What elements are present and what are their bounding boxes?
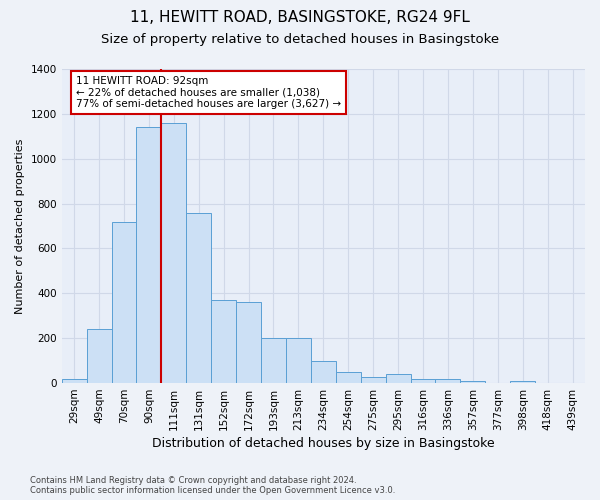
Text: Contains HM Land Registry data © Crown copyright and database right 2024.
Contai: Contains HM Land Registry data © Crown c…	[30, 476, 395, 495]
Bar	[361, 378, 386, 383]
Bar	[186, 212, 211, 383]
Bar	[436, 378, 460, 383]
Bar	[386, 374, 410, 383]
Bar	[286, 338, 311, 383]
Bar	[460, 382, 485, 383]
Y-axis label: Number of detached properties: Number of detached properties	[15, 138, 25, 314]
Bar	[410, 378, 436, 383]
Bar	[112, 222, 136, 383]
Bar	[86, 329, 112, 383]
Bar	[261, 338, 286, 383]
Bar	[336, 372, 361, 383]
Bar	[161, 123, 186, 383]
Text: 11, HEWITT ROAD, BASINGSTOKE, RG24 9FL: 11, HEWITT ROAD, BASINGSTOKE, RG24 9FL	[130, 10, 470, 25]
Text: Size of property relative to detached houses in Basingstoke: Size of property relative to detached ho…	[101, 32, 499, 46]
Bar	[136, 128, 161, 383]
Text: 11 HEWITT ROAD: 92sqm
← 22% of detached houses are smaller (1,038)
77% of semi-d: 11 HEWITT ROAD: 92sqm ← 22% of detached …	[76, 76, 341, 109]
X-axis label: Distribution of detached houses by size in Basingstoke: Distribution of detached houses by size …	[152, 437, 494, 450]
Bar	[62, 378, 86, 383]
Bar	[311, 360, 336, 383]
Bar	[211, 300, 236, 383]
Bar	[236, 302, 261, 383]
Bar	[510, 382, 535, 383]
